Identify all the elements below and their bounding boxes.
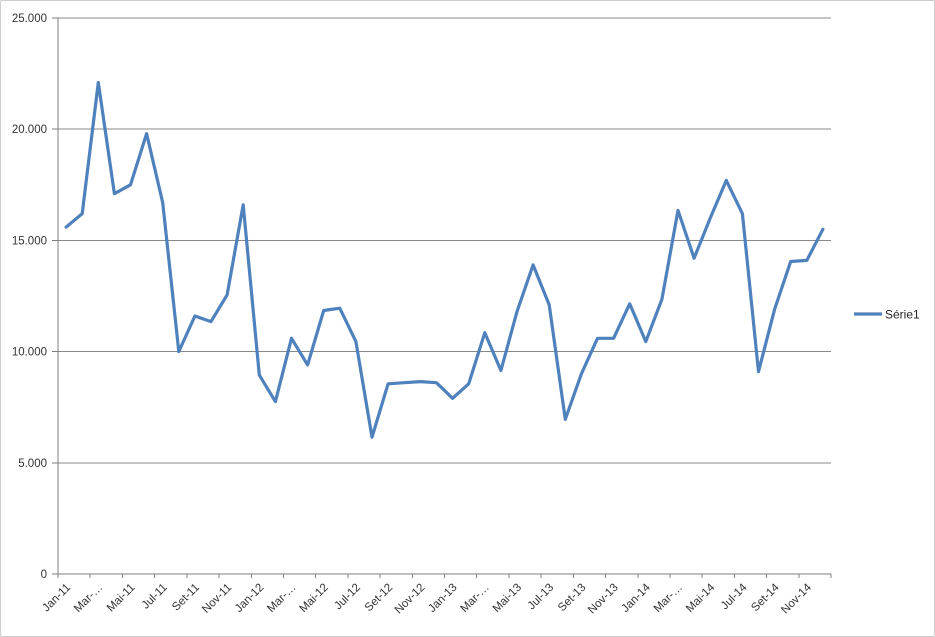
- series-group: [64, 80, 825, 439]
- x-tick-label: Mai-11: [105, 582, 138, 615]
- x-tick-label: Set-14: [749, 581, 782, 614]
- y-tick-label: 15.000: [12, 235, 47, 247]
- x-tick-label: Set-11: [170, 582, 202, 614]
- x-tick-label: Mar-…: [265, 582, 298, 615]
- x-tick-label: Jul-11: [140, 582, 170, 612]
- x-tick-label: Nov-12: [393, 582, 428, 617]
- y-tick-label: 20.000: [12, 124, 47, 136]
- x-tick-label: Mar-…: [459, 582, 492, 615]
- x-tick-label: Jul-13: [526, 582, 557, 613]
- x-tick-label: Jul-14: [719, 581, 750, 612]
- x-tick-label: Nov-11: [200, 582, 234, 616]
- y-tick-label: 0: [41, 569, 47, 581]
- gridlines-group: [58, 17, 831, 464]
- x-tick-label: Mai-12: [297, 582, 330, 615]
- y-tick-label: 10.000: [12, 347, 47, 359]
- x-tick-label: Jan-12: [233, 582, 266, 615]
- x-tick-label: Nov-13: [586, 582, 621, 617]
- x-tick-label: Jan-14: [620, 581, 654, 615]
- x-tick-label: Mai-14: [684, 581, 718, 615]
- x-tick-label: Jul-12: [332, 582, 363, 613]
- series-line: [64, 80, 825, 439]
- x-tick-label: Mar-…: [72, 582, 105, 615]
- x-tick-label: Set-13: [556, 582, 588, 614]
- axis-labels-group: 05.00010.00015.00020.00025.000Jan-11Mar-…: [12, 13, 815, 616]
- x-tick-label: Nov-14: [779, 581, 814, 616]
- axes-group: [52, 17, 832, 578]
- x-tick-label: Mar-…: [652, 582, 685, 615]
- y-tick-label: 25.000: [12, 13, 47, 25]
- legend-label: Série1: [885, 308, 920, 322]
- x-tick-label: Set-12: [363, 582, 395, 614]
- x-tick-label: Mai-13: [491, 582, 524, 615]
- y-tick-label: 5.000: [18, 458, 47, 470]
- x-tick-label: Jan-13: [426, 582, 459, 615]
- legend: Série1: [854, 308, 920, 322]
- x-tick-label: Jan-11: [40, 582, 73, 615]
